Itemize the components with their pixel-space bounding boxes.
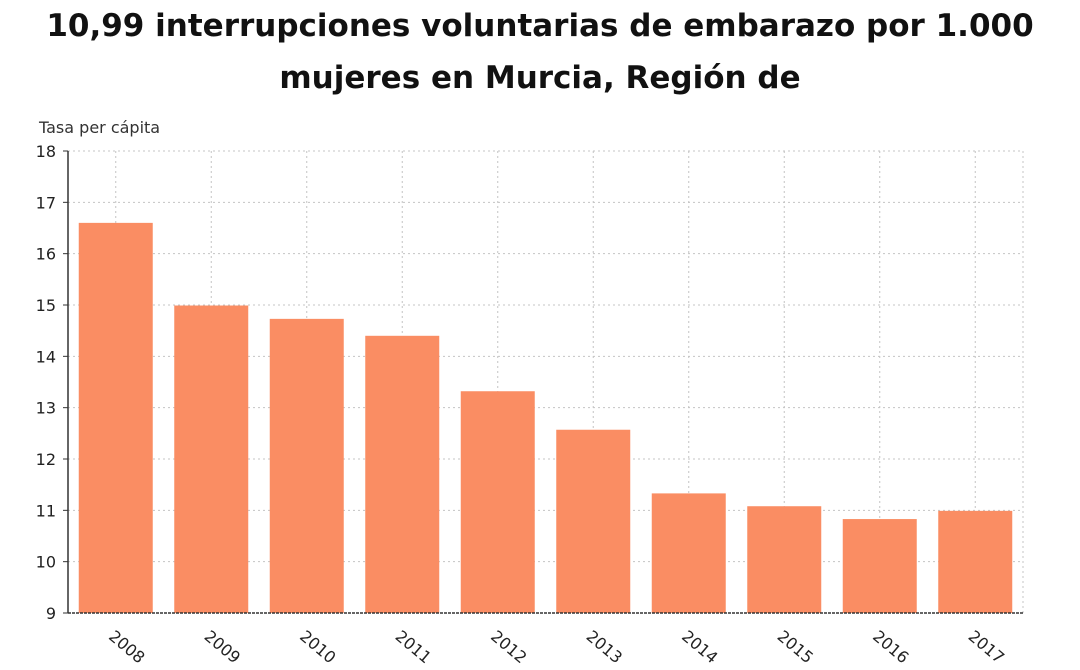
y-tick-label: 16 — [36, 245, 56, 264]
chart-title: 10,99 interrupciones voluntarias de emba… — [46, 8, 1034, 96]
x-tick-label: 2009 — [201, 627, 244, 668]
y-axis-label: Tasa per cápita — [38, 118, 160, 137]
bar-2010 — [269, 318, 344, 613]
y-tick-label: 14 — [36, 347, 56, 366]
bar-2013 — [556, 429, 631, 613]
axes — [67, 151, 1023, 614]
x-tick-label: 2013 — [583, 627, 626, 668]
y-axis-ticks: 9 10 11 12 13 14 15 16 17 18 — [36, 142, 68, 623]
x-tick-label: 2012 — [487, 627, 530, 668]
x-tick-label: 2017 — [965, 627, 1008, 668]
y-tick-label: 10 — [36, 553, 56, 572]
y-tick-label: 17 — [36, 193, 56, 212]
x-tick-label: 2010 — [296, 627, 339, 668]
bar-2017 — [938, 510, 1013, 613]
bar-2008 — [78, 222, 153, 613]
y-tick-label: 18 — [36, 142, 56, 161]
x-tick-label: 2011 — [392, 627, 435, 668]
x-tick-label: 2008 — [105, 627, 148, 668]
bar-2012 — [460, 391, 535, 613]
y-tick-label: 15 — [36, 296, 56, 315]
y-tick-label: 12 — [36, 450, 56, 469]
bar-2014 — [651, 493, 726, 613]
bar-2009 — [174, 305, 249, 613]
x-tick-label: 2015 — [774, 627, 817, 668]
bars — [78, 222, 1013, 613]
x-axis-ticks: 2008 2009 2010 2011 2012 2013 2014 2015 2016 2017 — [105, 627, 1008, 668]
bar-2011 — [365, 335, 440, 613]
x-tick-label: 2016 — [869, 627, 912, 668]
y-tick-label: 9 — [46, 604, 56, 623]
y-tick-label: 11 — [36, 501, 56, 520]
bar-2016 — [842, 519, 917, 613]
y-tick-label: 13 — [36, 399, 56, 418]
bar-2015 — [747, 506, 822, 613]
x-tick-label: 2014 — [678, 627, 721, 668]
